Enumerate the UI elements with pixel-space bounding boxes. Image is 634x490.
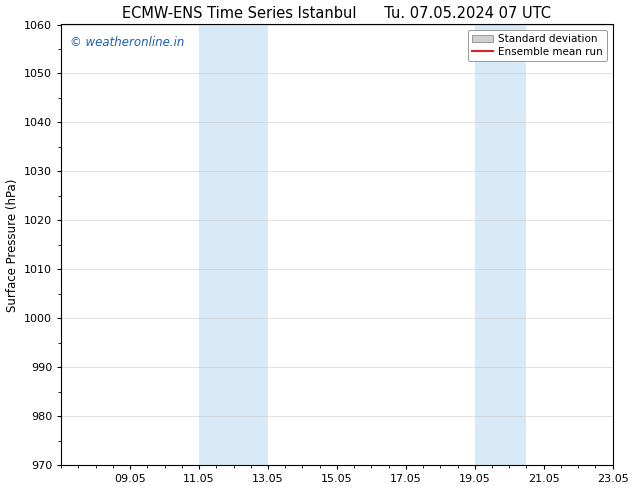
Title: ECMW-ENS Time Series Istanbul      Tu. 07.05.2024 07 UTC: ECMW-ENS Time Series Istanbul Tu. 07.05.… <box>122 5 552 21</box>
Bar <box>475 24 526 465</box>
Bar <box>199 24 268 465</box>
Text: © weatheronline.in: © weatheronline.in <box>70 35 184 49</box>
Y-axis label: Surface Pressure (hPa): Surface Pressure (hPa) <box>6 178 18 312</box>
Legend: Standard deviation, Ensemble mean run: Standard deviation, Ensemble mean run <box>469 30 607 61</box>
